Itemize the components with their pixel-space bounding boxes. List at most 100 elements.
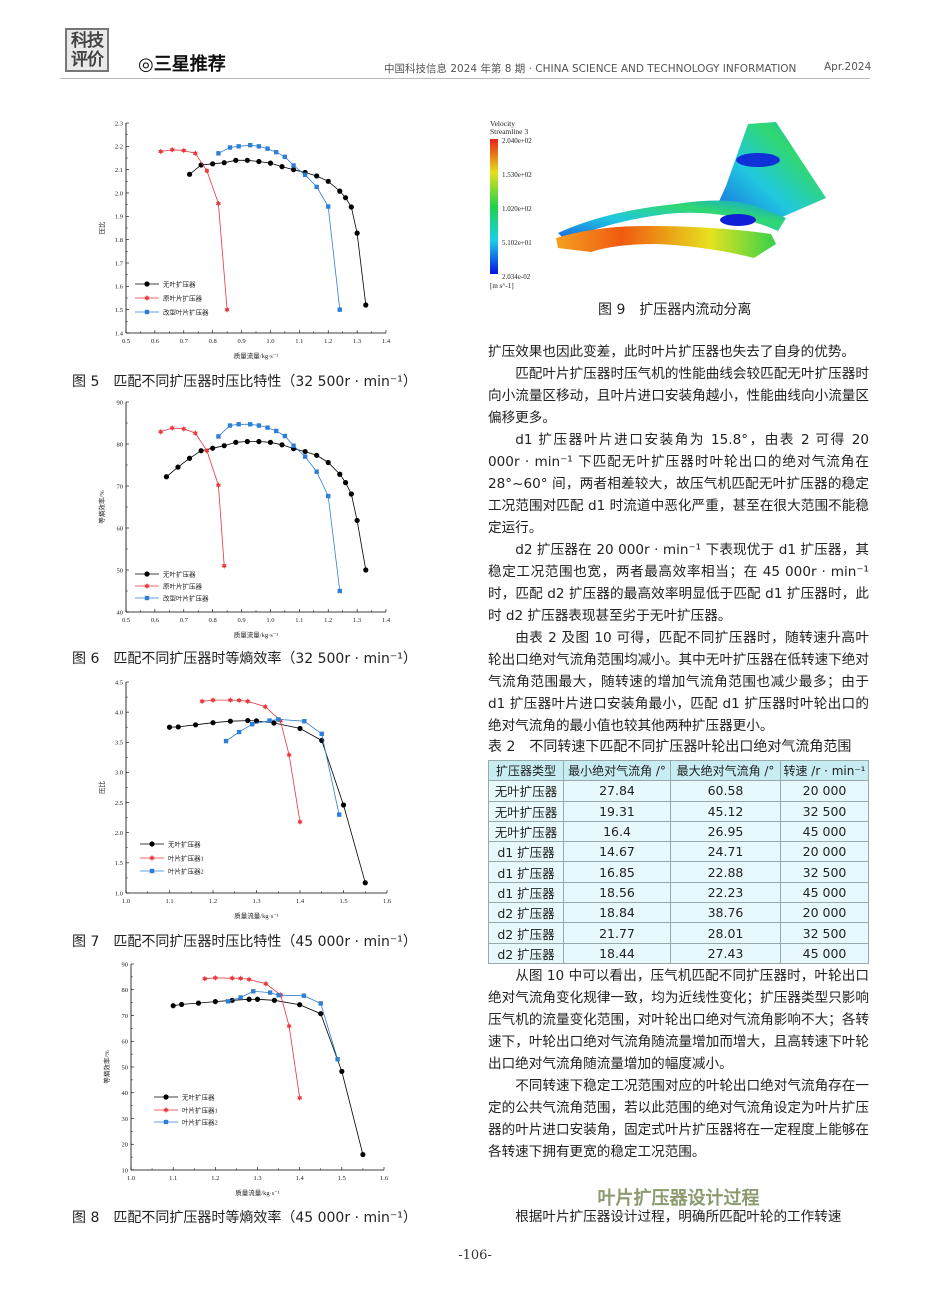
x-tick-label: 1.3 <box>252 898 260 905</box>
data-point <box>163 1107 169 1113</box>
scale-level: 2.040e+02 <box>502 137 532 145</box>
y-tick-label: 50 <box>117 567 124 574</box>
data-point <box>354 230 360 236</box>
paragraph: 不同转速下稳定工况范围对应的叶轮出口绝对气流角存在一定的公共气流角范围，若以此范… <box>488 1078 869 1160</box>
table-cell: 45 000 <box>780 820 869 843</box>
y-tick-label: 1.9 <box>115 214 123 221</box>
legend-label: 改型叶片扩压器 <box>163 593 209 602</box>
data-point <box>302 454 308 459</box>
color-scale-bar <box>490 139 498 274</box>
data-point <box>169 425 175 431</box>
data-point <box>282 433 288 439</box>
data-point <box>248 142 253 148</box>
table-cell: 18.56 <box>563 881 671 904</box>
y-tick-label: 1.5 <box>115 307 123 314</box>
table-cell: 27.84 <box>563 780 671 802</box>
data-point <box>175 464 181 470</box>
data-point <box>342 480 349 486</box>
y-tick-label: 2.2 <box>115 144 123 151</box>
data-point <box>297 1002 303 1008</box>
figure-5-chart: 0.5 0.6 0.7 0.8 0.9 1.0 1.1 1.2 1.3 1.4 1.4 1.5 1.6 1… <box>97 120 391 360</box>
data-point <box>282 154 288 160</box>
legend-title: Velocity <box>490 119 515 128</box>
table-cell: 45 000 <box>780 942 869 964</box>
data-point <box>233 157 239 163</box>
logo-text: 科技评价 <box>71 31 104 70</box>
paragraph: d1 扩压器叶片进口安装角为 15.8°，由表 2 可得 20 000r · m… <box>488 432 869 536</box>
data-point <box>297 725 303 732</box>
data-point <box>262 703 268 710</box>
data-point <box>337 307 342 312</box>
data-point <box>274 428 279 434</box>
data-point <box>362 880 368 886</box>
y-tick-label: 80 <box>122 987 129 994</box>
data-point <box>170 1003 176 1009</box>
table-cell: 45 000 <box>780 881 869 904</box>
page-number: -106- <box>458 1248 492 1263</box>
data-point <box>337 471 343 477</box>
x-tick-label: 1.6 <box>380 1175 389 1182</box>
x-axis-label: 质量流量/kg·s⁻¹ <box>235 1188 279 1197</box>
column-header: 最小绝对气流角 /° <box>563 759 671 782</box>
data-point <box>267 990 273 995</box>
table-cell: 20 000 <box>780 902 869 924</box>
table-cell: 16.85 <box>563 861 671 883</box>
data-point <box>318 1001 323 1006</box>
data-point <box>204 167 210 174</box>
data-point <box>276 992 281 998</box>
legend-label: 原叶片扩压器 <box>163 293 203 302</box>
data-point <box>212 998 218 1005</box>
data-point <box>227 718 233 724</box>
y-tick-label: 2.0 <box>115 190 123 197</box>
body-text-upper: 扩压效果也因此变差，此时叶片扩压器也失去了自身的优势。 匹配叶片扩压器时压气机的… <box>488 341 869 737</box>
table-cell: 16.4 <box>563 820 671 843</box>
x-tick-label: 1.2 <box>209 898 217 905</box>
y-tick-label: 90 <box>122 961 129 968</box>
data-point <box>337 588 342 594</box>
journal-logo: 科技评价 <box>65 28 109 72</box>
data-point <box>256 438 262 445</box>
data-point <box>326 204 331 209</box>
table-cell: 32 500 <box>780 800 869 822</box>
diffuser-flow-region <box>716 122 826 224</box>
data-point <box>238 975 244 982</box>
legend-label: 无叶扩压器 <box>163 569 196 578</box>
data-point <box>326 493 331 499</box>
data-point <box>163 1094 169 1100</box>
data-point <box>225 999 231 1004</box>
x-axis-label: 质量流量/kg·s⁻¹ <box>234 351 278 360</box>
section-heading: 叶片扩压器设计过程 <box>597 1188 760 1209</box>
y-tick-label: 1.7 <box>115 260 124 267</box>
data-point <box>286 751 292 758</box>
x-tick-label: 1.1 <box>295 338 303 345</box>
x-tick-label: 1.4 <box>382 617 391 624</box>
data-point <box>202 975 208 982</box>
y-tick-label: 60 <box>117 525 124 532</box>
figure-6-chart: 0.5 0.6 0.7 0.8 0.9 1.0 1.1 1.2 1.3 1.4 40 50 60 70 80… <box>97 399 391 639</box>
data-point <box>244 438 250 445</box>
table-row: d2 扩压器 18.44 27.43 45 000 <box>488 942 869 964</box>
table-row: d1 扩压器 14.67 24.71 20 000 <box>488 841 869 863</box>
data-point <box>318 1011 324 1017</box>
data-point <box>302 718 307 724</box>
legend-label: 叶片扩压器1 <box>182 1105 218 1114</box>
data-point <box>144 571 150 577</box>
data-point <box>336 812 342 817</box>
data-point <box>325 459 331 466</box>
data-point <box>221 160 227 166</box>
table-cell: d1 扩压器 <box>488 861 564 883</box>
table-cell: d2 扩压器 <box>488 942 564 964</box>
data-point <box>210 697 216 704</box>
paragraph: 由表 2 及图 10 可得，匹配不同扩压器时，随转速升高叶轮出口绝对气流角范围均… <box>488 630 869 734</box>
data-point <box>337 188 343 194</box>
legend-label: 叶片扩压器2 <box>182 1117 218 1126</box>
figure-9-streamline-image: Velocity Streamline 3 2.040e+02 1.530e+0… <box>490 119 826 290</box>
figure-6-caption: 图 6 匹配不同扩压器时等熵效率（32 500r · min⁻¹） <box>72 651 417 667</box>
x-tick-label: 1.5 <box>338 1175 346 1182</box>
data-point <box>181 147 187 154</box>
data-point <box>291 163 296 168</box>
data-point <box>204 447 210 454</box>
y-tick-label: 60 <box>122 1039 129 1046</box>
y-tick-label: 3.5 <box>115 740 123 747</box>
data-point <box>339 1068 345 1074</box>
